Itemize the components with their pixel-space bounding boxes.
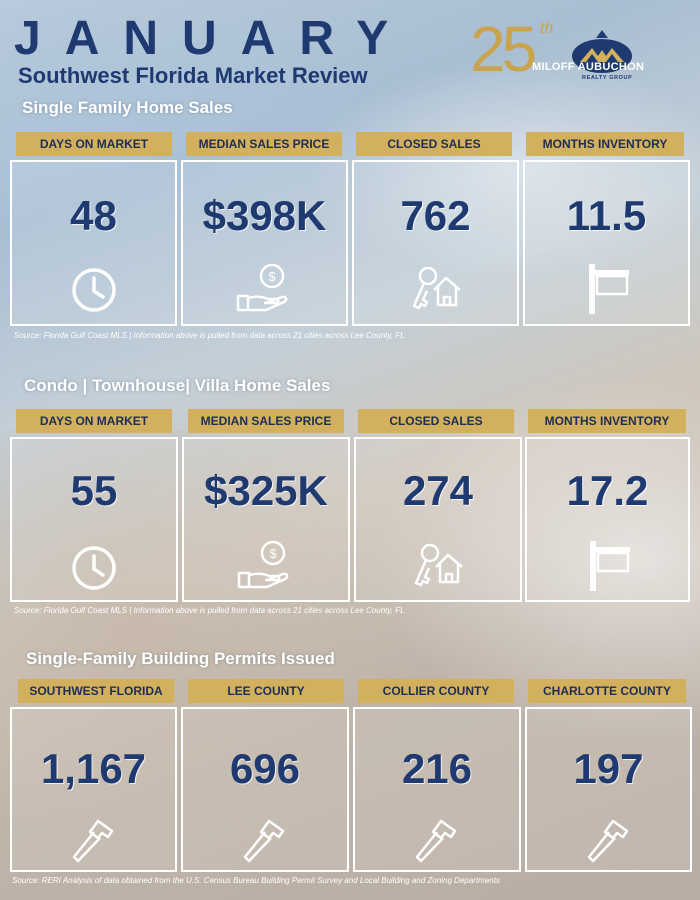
stat-value: 55: [70, 467, 118, 514]
stat-label: CHARLOTTE COUNTY: [528, 679, 686, 703]
stat-label: MEDIAN SALES PRICE: [188, 409, 344, 433]
stat-label: DAYS ON MARKET: [16, 409, 172, 433]
stat-value: 48: [70, 192, 117, 239]
stat-value: 696: [229, 745, 301, 792]
stat-label: MEDIAN SALES PRICE: [186, 132, 342, 156]
stat-card-median-price: $398K $: [181, 160, 348, 326]
stat-value: 17.2: [566, 467, 649, 514]
stat-card-closed-sales: 274: [354, 437, 522, 602]
stat-value: 274: [402, 467, 474, 514]
stat-label: CLOSED SALES: [356, 132, 512, 156]
svg-text:$: $: [269, 546, 277, 561]
stat-value: $325K: [204, 467, 328, 514]
hammer-icon: [415, 819, 457, 863]
hammer-icon: [587, 819, 628, 863]
section-title-permits: Single-Family Building Permits Issued: [26, 649, 335, 668]
stat-label: LEE COUNTY: [188, 679, 344, 703]
month-title: JANUARY: [14, 12, 413, 65]
for-sale-sign-icon: [588, 264, 629, 314]
brand-subtitle: REALTY GROUP: [582, 75, 633, 81]
hammer-icon: [243, 819, 285, 863]
stat-label: CLOSED SALES: [358, 409, 514, 433]
stat-card-closed-sales: 762: [352, 160, 519, 326]
stat-label: SOUTHWEST FLORIDA: [18, 679, 174, 703]
brand-name: MILOFF AUBUCHON: [532, 61, 645, 73]
background-sand: [0, 430, 430, 900]
svg-text:$: $: [268, 269, 276, 284]
clock-icon: [72, 546, 116, 590]
clock-icon: [71, 268, 116, 312]
section-title-condo: Condo | Townhouse| Villa Home Sales: [24, 376, 331, 395]
anniversary-number: 25: [470, 13, 537, 85]
stat-value: 762: [400, 192, 471, 239]
source-note: Source: RERI Analysis of data obtained f…: [12, 876, 500, 885]
source-note: Source: Florida Gulf Coast MLS | Informa…: [14, 606, 405, 615]
stat-value: 11.5: [566, 192, 647, 239]
stat-value: 1,167: [40, 745, 147, 792]
hammer-icon: [72, 819, 113, 863]
money-hand-icon: $: [237, 540, 289, 589]
money-hand-icon: $: [236, 263, 287, 312]
house-roof-emblem-icon: [572, 30, 632, 73]
house-key-icon: [414, 543, 463, 587]
source-note: Source: Florida Gulf Coast MLS | Informa…: [14, 331, 405, 340]
stat-value: 216: [401, 745, 473, 792]
stat-value: $398K: [202, 192, 327, 239]
section-title-single-family: Single Family Home Sales: [22, 98, 233, 117]
stat-value: 197: [573, 745, 644, 792]
stat-card-months-inventory: 11.5: [523, 160, 690, 326]
stat-card-days-on-market: 48: [10, 160, 177, 326]
stat-card-days-on-market: 55: [10, 437, 178, 602]
stat-card-charlotte-county: 197: [525, 707, 692, 872]
stat-label: MONTHS INVENTORY: [528, 409, 686, 433]
stat-label: COLLIER COUNTY: [358, 679, 514, 703]
stat-label: DAYS ON MARKET: [16, 132, 172, 156]
stat-card-median-price: $325K $: [182, 437, 350, 602]
house-key-icon: [412, 266, 461, 310]
company-logo: 25 th MILOFF AUBUCHON REALTY GROUP: [470, 14, 685, 88]
stat-card-collier-county: 216: [353, 707, 521, 872]
stat-card-southwest-florida: 1,167: [10, 707, 177, 872]
stat-card-lee-county: 696: [181, 707, 349, 872]
anniversary-suffix: th: [540, 20, 554, 37]
stat-label: MONTHS INVENTORY: [526, 132, 684, 156]
for-sale-sign-icon: [589, 541, 630, 591]
stat-card-months-inventory: 17.2: [525, 437, 690, 602]
page-subtitle: Southwest Florida Market Review: [18, 63, 368, 88]
